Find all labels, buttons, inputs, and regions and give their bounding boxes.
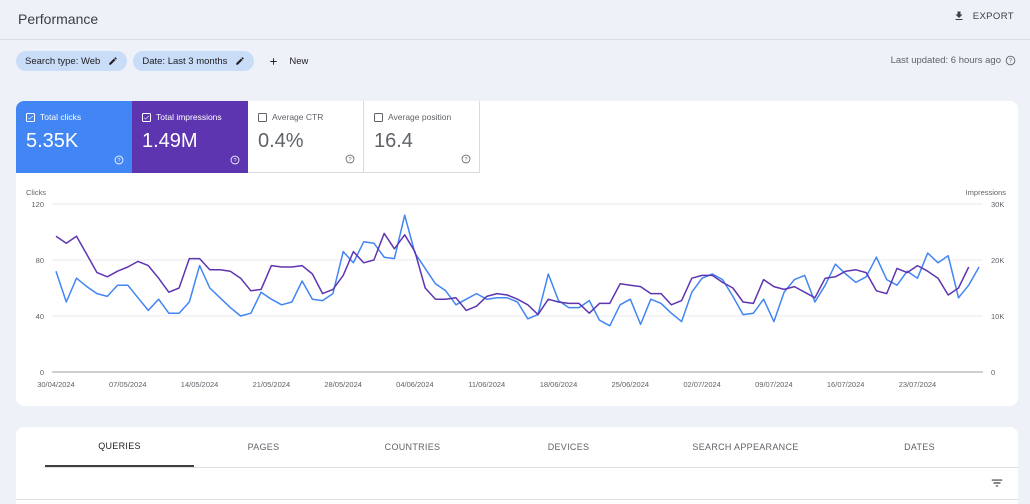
performance-card: Total clicks 5.35K ? Total impressions 1…	[16, 101, 1018, 406]
new-filter-label: New	[289, 55, 309, 67]
pencil-icon	[236, 57, 245, 65]
x-tick-label: 18/06/2024	[540, 380, 578, 389]
right-tick-label: 20K	[991, 256, 1004, 265]
svg-text:?: ?	[117, 158, 120, 164]
x-tick-label: 14/05/2024	[181, 380, 219, 389]
plus-icon	[270, 57, 278, 65]
tab-search-appearance[interactable]: SEARCH APPEARANCE	[692, 442, 799, 452]
tab-queries[interactable]: QUERIES	[45, 427, 194, 467]
page-title: Performance	[18, 11, 99, 27]
help-icon[interactable]: ?	[114, 155, 124, 165]
right-tick-label: 30K	[991, 200, 1004, 209]
tab-countries[interactable]: COUNTRIES	[384, 442, 441, 452]
download-icon	[955, 11, 963, 20]
left-tick-label: 0	[40, 368, 44, 377]
x-tick-label: 21/05/2024	[253, 380, 291, 389]
average-ctr-value: 0.4%	[258, 130, 304, 152]
new-filter-button[interactable]: New	[268, 56, 308, 67]
average-position-label: Average position	[388, 112, 452, 122]
last-updated: Last updated: 6 hours ago ?	[891, 55, 1016, 66]
x-tick-label: 28/05/2024	[324, 380, 362, 389]
x-tick-label: 25/06/2024	[612, 380, 650, 389]
help-icon[interactable]: ?	[345, 154, 355, 164]
checkbox-checked-icon[interactable]	[26, 112, 35, 122]
impressions-series-line	[55, 232, 970, 316]
left-tick-label: 80	[36, 256, 44, 265]
average-position-value: 16.4	[374, 130, 413, 152]
svg-text:?: ?	[348, 157, 351, 163]
export-button[interactable]: EXPORT	[953, 10, 1014, 22]
left-axis-title: Clicks	[26, 188, 46, 197]
total-impressions-card[interactable]: Total impressions 1.49M ?	[132, 101, 248, 173]
left-tick-label: 40	[36, 312, 44, 321]
average-position-card[interactable]: Average position 16.4 ?	[364, 101, 480, 173]
right-tick-label: 0	[991, 368, 995, 377]
total-impressions-value: 1.49M	[142, 130, 198, 152]
average-ctr-card[interactable]: Average CTR 0.4% ?	[248, 101, 364, 173]
date-chip[interactable]: Date: Last 3 months	[133, 51, 255, 71]
checkbox-checked-icon[interactable]	[142, 112, 151, 122]
x-tick-label: 30/04/2024	[37, 380, 75, 389]
search-type-chip[interactable]: Search type: Web	[16, 51, 128, 71]
filter-bar: Search type: Web Date: Last 3 months New	[16, 50, 308, 72]
search-type-label: Search type: Web	[25, 55, 101, 67]
checkbox-unchecked-icon[interactable]	[258, 112, 267, 122]
tab-devices[interactable]: DEVICES	[547, 442, 590, 452]
left-tick-label: 120	[31, 200, 44, 209]
x-tick-label: 07/05/2024	[109, 380, 147, 389]
last-updated-text: Last updated: 6 hours ago	[890, 55, 1001, 66]
performance-chart: Clicks Impressions 0 40 80 120 0 10K 20K 30K 3…	[26, 188, 1007, 389]
tab-divider	[44, 467, 1018, 468]
svg-text:?: ?	[233, 158, 236, 164]
x-tick-label: 16/07/2024	[827, 380, 865, 389]
total-impressions-label: Total impressions	[156, 112, 222, 122]
checkbox-unchecked-icon[interactable]	[374, 112, 383, 122]
help-icon[interactable]: ?	[230, 155, 240, 165]
right-tick-label: 10K	[991, 312, 1004, 321]
x-tick-label: 02/07/2024	[683, 380, 721, 389]
date-label: Date: Last 3 months	[142, 55, 228, 67]
pencil-icon	[109, 57, 118, 65]
help-icon[interactable]: ?	[461, 154, 471, 164]
right-axis-title: Impressions	[966, 188, 1007, 197]
table-header-divider	[16, 499, 1018, 500]
tab-dates[interactable]: DATES	[904, 442, 935, 452]
x-tick-label: 23/07/2024	[899, 380, 937, 389]
x-tick-label: 04/06/2024	[396, 380, 434, 389]
x-tick-label: 09/07/2024	[755, 380, 793, 389]
export-label: EXPORT	[972, 10, 1014, 22]
svg-text:?: ?	[464, 157, 467, 163]
x-tick-label: 11/06/2024	[468, 380, 505, 389]
clicks-series-line	[55, 214, 980, 327]
help-icon[interactable]: ?	[1005, 55, 1016, 66]
page-header: Performance EXPORT	[0, 0, 1030, 40]
average-ctr-label: Average CTR	[272, 112, 324, 122]
tab-pages[interactable]: PAGES	[247, 442, 280, 452]
total-clicks-label: Total clicks	[40, 112, 82, 122]
total-clicks-card[interactable]: Total clicks 5.35K ?	[16, 101, 132, 173]
filter-rows-icon[interactable]	[990, 476, 1004, 490]
svg-text:?: ?	[1009, 59, 1013, 65]
report-tabs: QUERIES PAGES COUNTRIES DEVICES SEARCH A…	[16, 427, 1018, 504]
total-clicks-value: 5.35K	[26, 130, 79, 152]
